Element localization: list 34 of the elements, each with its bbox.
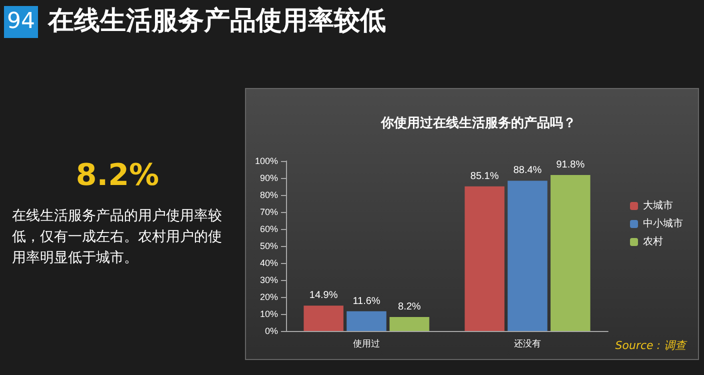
source-note: Source : 调查 xyxy=(615,338,686,353)
data-label: 8.2% xyxy=(398,302,421,313)
text: 94 xyxy=(4,6,38,38)
data-label: 11.6% xyxy=(352,296,380,307)
x-tick-label: 使用过 xyxy=(353,338,380,348)
chart-title: 在线生活服务产品使用率较低 xyxy=(48,5,386,38)
y-tick-label: 0% xyxy=(264,326,278,336)
data-label: 14.9% xyxy=(309,290,338,302)
x-tick-label: 还没有 xyxy=(514,338,541,348)
bar xyxy=(346,311,386,331)
legend-label: 农村 xyxy=(643,236,663,248)
data-label: 85.1% xyxy=(470,170,499,182)
y-tick-label: 70% xyxy=(260,207,278,217)
bar xyxy=(508,180,548,331)
bar xyxy=(464,186,504,331)
text: 在线生活服务产品的用户使用率较低，仅有一成左右。农村用户的使用率明显低于城市。 xyxy=(12,207,222,268)
y-tick-label: 10% xyxy=(260,309,278,319)
y-tick-label: 80% xyxy=(260,190,278,200)
chart-subtitle: 你使用过在线生活服务的产品吗？ xyxy=(380,115,576,130)
data-label: 91.8% xyxy=(556,159,585,170)
bar xyxy=(304,306,344,331)
legend-label: 中小城市 xyxy=(643,218,683,230)
bar xyxy=(390,317,430,331)
y-tick-label: 100% xyxy=(254,156,278,166)
y-tick-label: 40% xyxy=(260,258,278,268)
y-tick-label: 90% xyxy=(260,173,278,183)
y-tick-label: 30% xyxy=(260,275,278,285)
legend-label: 大城市 xyxy=(643,200,673,212)
text: 8.2% xyxy=(74,158,160,193)
y-tick-label: 50% xyxy=(260,241,278,251)
data-label: 88.4% xyxy=(513,165,542,176)
bar xyxy=(550,174,590,331)
y-tick-label: 60% xyxy=(260,224,278,234)
y-tick-label: 20% xyxy=(260,292,278,302)
